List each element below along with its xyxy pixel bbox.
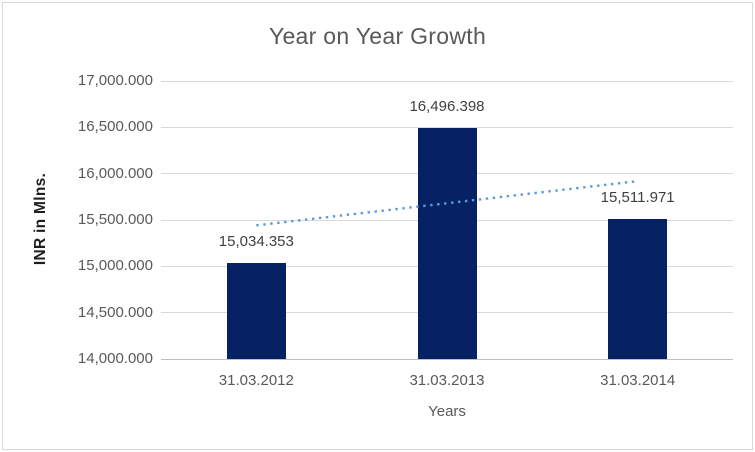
y-tick-label: 15,000.000: [77, 257, 153, 275]
y-tick-label: 16,000.000: [77, 164, 153, 182]
y-tick-label: 16,500.000: [77, 118, 153, 136]
bar-31.03.2012: [226, 263, 286, 359]
x-axis-line: [161, 358, 733, 360]
x-tick-label: 31.03.2013: [409, 372, 485, 389]
x-axis-title: Years: [428, 403, 466, 420]
y-tick-label: 15,500.000: [77, 211, 153, 228]
gridline: [161, 80, 733, 82]
chart-title: Year on Year Growth: [268, 23, 487, 49]
x-tick-label: 31.03.2014: [600, 372, 676, 389]
bar-31.03.2013: [417, 127, 477, 359]
y-tick-label: 14,500.000: [77, 303, 153, 321]
bar-value-label: 16,496.398: [409, 97, 485, 115]
gridline: [161, 126, 733, 128]
bar-value-label: 15,511.971: [600, 188, 675, 206]
x-tick-label: 31.03.2012: [218, 372, 294, 389]
y-tick-label: 14,000.000: [77, 350, 153, 367]
bar-31.03.2014: [608, 218, 668, 359]
bar-value-label: 15,034.353: [218, 233, 294, 251]
y-tick-label: 17,000.000: [77, 72, 153, 89]
